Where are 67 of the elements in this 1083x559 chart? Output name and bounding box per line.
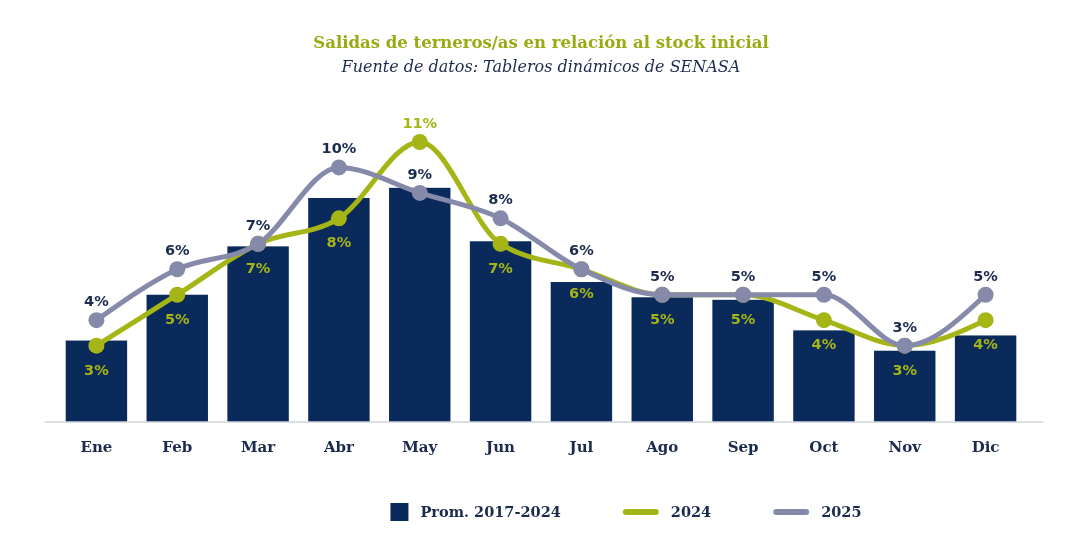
- bar: [793, 330, 855, 422]
- point: [977, 312, 994, 329]
- point: [411, 184, 428, 201]
- x-tick-label: Mar: [240, 438, 277, 456]
- bar: [389, 187, 451, 422]
- point: [169, 286, 186, 303]
- bar: [712, 299, 774, 422]
- bar: [631, 297, 693, 422]
- data-label: 7%: [245, 216, 271, 233]
- bar: [550, 282, 613, 422]
- data-label: 6%: [164, 242, 191, 259]
- bar: [146, 294, 208, 422]
- x-tick-label: Ago: [645, 438, 679, 456]
- data-label: 7%: [245, 259, 271, 276]
- data-label: 4%: [811, 336, 837, 353]
- x-tick-label: Oct: [809, 438, 839, 456]
- data-label: 5%: [649, 310, 676, 327]
- bar: [308, 198, 370, 422]
- data-label: 8%: [488, 191, 514, 208]
- point: [330, 210, 347, 227]
- data-label: 5%: [811, 267, 837, 284]
- data-label: 5%: [164, 310, 191, 327]
- data-label: 7%: [488, 259, 514, 276]
- data-label: 10%: [321, 140, 357, 157]
- legend-label: 2025: [821, 503, 862, 520]
- legend-label: Prom. 2017-2024: [420, 503, 561, 520]
- data-label: 5%: [730, 267, 756, 284]
- point: [88, 312, 105, 329]
- x-tick-label: Ene: [80, 438, 113, 456]
- bar: [469, 241, 532, 422]
- data-label: 3%: [84, 361, 110, 378]
- x-tick-label: Nov: [888, 438, 923, 456]
- data-label: 3%: [892, 318, 918, 335]
- data-label: 11%: [402, 115, 438, 131]
- data-label: 6%: [569, 285, 595, 302]
- point: [411, 134, 428, 150]
- point: [492, 210, 509, 227]
- bar: [874, 350, 936, 422]
- data-label: 5%: [730, 310, 756, 327]
- point: [492, 235, 509, 252]
- x-tick-label: Jun: [484, 438, 516, 456]
- bar: [65, 340, 128, 422]
- legend-label: 2024: [670, 503, 712, 520]
- data-label: 3%: [892, 361, 918, 378]
- x-tick-label: Sep: [727, 438, 759, 456]
- point: [330, 159, 347, 176]
- bar: [954, 335, 1017, 422]
- data-label: 9%: [407, 165, 433, 182]
- point: [815, 286, 832, 303]
- data-label: 6%: [569, 242, 595, 259]
- chart-subtitle: Fuente de datos: Tableros dinámicos de SENASA: [340, 57, 741, 76]
- data-label: 8%: [326, 234, 352, 251]
- bar: [227, 246, 289, 422]
- x-tick-label: Jul: [567, 438, 594, 456]
- point: [977, 286, 994, 303]
- data-label: 5%: [973, 267, 999, 284]
- x-tick-label: May: [402, 438, 439, 456]
- x-tick-label: Abr: [322, 438, 356, 456]
- data-label: 4%: [84, 293, 110, 310]
- x-tick-label: Dic: [971, 438, 1000, 456]
- point: [815, 312, 832, 329]
- x-tick-label: Feb: [162, 438, 193, 456]
- data-label: 5%: [649, 267, 676, 284]
- chart-title: Salidas de terneros/as en relación al stock inicial: [313, 33, 769, 52]
- point: [88, 337, 105, 354]
- data-label: 4%: [973, 336, 999, 353]
- point: [169, 261, 186, 278]
